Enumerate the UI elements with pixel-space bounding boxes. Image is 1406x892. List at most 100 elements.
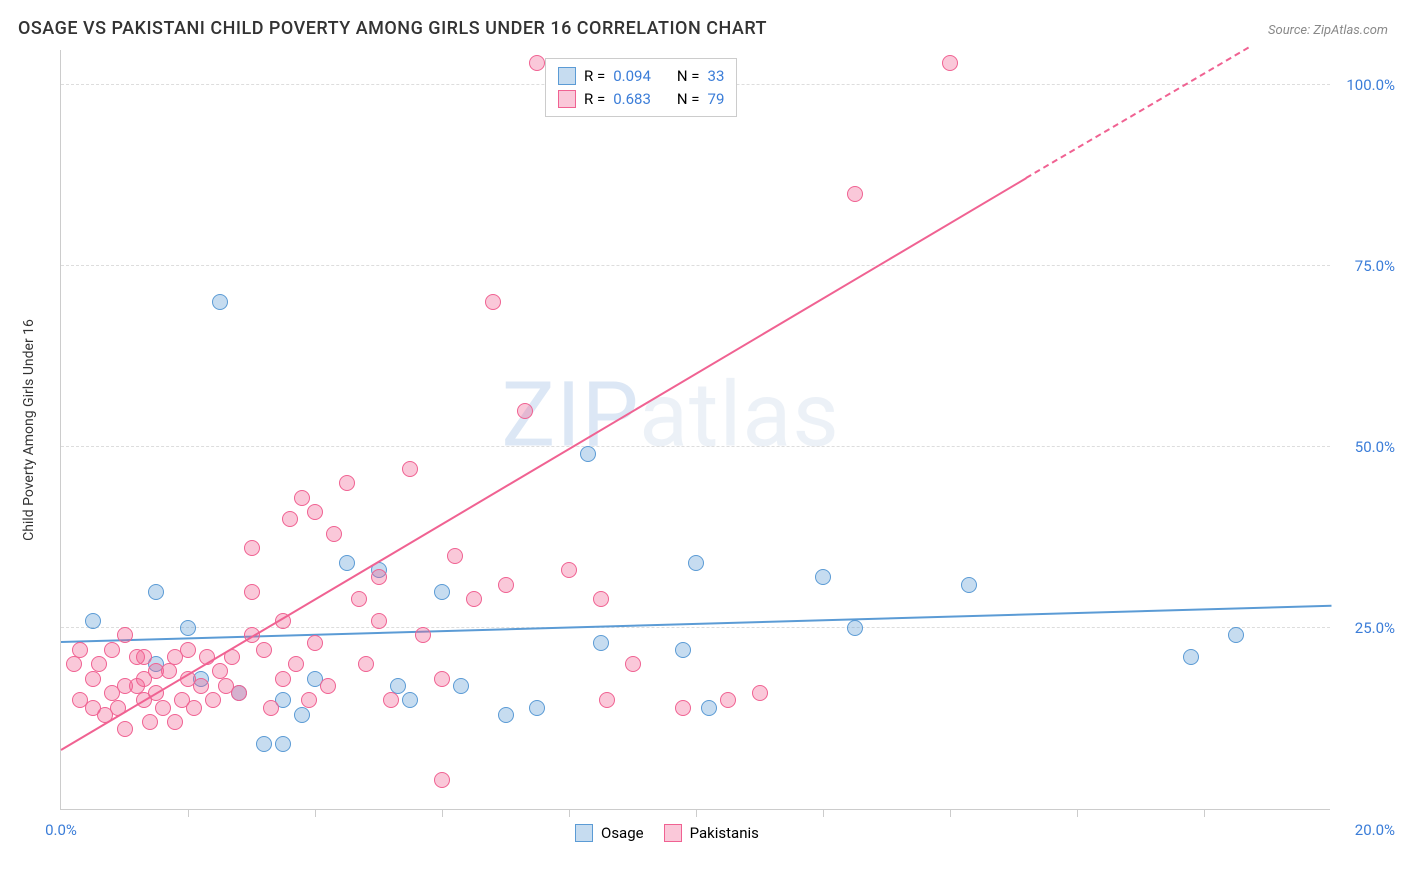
data-point	[415, 627, 431, 643]
data-point	[231, 685, 247, 701]
data-point	[161, 663, 177, 679]
data-point	[117, 721, 133, 737]
data-point	[498, 707, 514, 723]
legend-series-name: Pakistanis	[690, 822, 759, 845]
data-point	[447, 548, 463, 564]
legend-n-label: N =	[677, 88, 700, 111]
legend-r-label: R =	[584, 88, 605, 111]
data-point	[466, 591, 482, 607]
data-point	[517, 403, 533, 419]
data-point	[847, 620, 863, 636]
data-point	[136, 649, 152, 665]
x-tick	[442, 809, 443, 817]
data-point	[561, 562, 577, 578]
watermark: ZIPatlas	[501, 362, 839, 467]
x-tick	[315, 809, 316, 817]
data-point	[193, 678, 209, 694]
data-point	[625, 656, 641, 672]
data-point	[301, 692, 317, 708]
data-point	[942, 55, 958, 71]
data-point	[256, 642, 272, 658]
y-tick-label: 100.0%	[1346, 76, 1395, 94]
legend-r-value: 0.683	[613, 88, 651, 111]
data-point	[434, 772, 450, 788]
legend-r-value: 0.094	[613, 65, 651, 88]
data-point	[104, 642, 120, 658]
data-point	[180, 620, 196, 636]
data-point	[402, 692, 418, 708]
data-point	[402, 461, 418, 477]
y-axis-label: Child Poverty Among Girls Under 16	[21, 319, 37, 541]
data-point	[72, 642, 88, 658]
x-tick	[696, 809, 697, 817]
data-point	[1228, 627, 1244, 643]
data-point	[752, 685, 768, 701]
data-point	[453, 678, 469, 694]
data-point	[688, 555, 704, 571]
data-point	[186, 700, 202, 716]
data-point	[142, 714, 158, 730]
data-point	[434, 671, 450, 687]
x-tick	[188, 809, 189, 817]
data-point	[244, 584, 260, 600]
x-tick	[950, 809, 951, 817]
data-point	[117, 627, 133, 643]
x-tick	[569, 809, 570, 817]
legend-swatch	[558, 90, 576, 108]
data-point	[167, 714, 183, 730]
data-point	[155, 700, 171, 716]
data-point	[371, 569, 387, 585]
data-point	[307, 504, 323, 520]
data-point	[961, 577, 977, 593]
legend-n-value: 79	[708, 88, 725, 111]
data-point	[85, 613, 101, 629]
data-point	[148, 584, 164, 600]
data-point	[701, 700, 717, 716]
legend-swatch	[664, 824, 682, 842]
series-legend: Osage Pakistanis	[575, 822, 759, 845]
data-point	[85, 671, 101, 687]
data-point	[498, 577, 514, 593]
legend-row: R =0.094N =33	[558, 65, 724, 88]
data-point	[351, 591, 367, 607]
data-point	[593, 635, 609, 651]
legend-series: Osage	[575, 822, 644, 845]
data-point	[212, 294, 228, 310]
data-point	[485, 294, 501, 310]
data-point	[205, 692, 221, 708]
data-point	[275, 671, 291, 687]
data-point	[371, 613, 387, 629]
correlation-legend: R =0.094N =33R = 0.683 N = 79	[545, 58, 737, 117]
data-point	[294, 490, 310, 506]
y-tick-label: 75.0%	[1355, 257, 1395, 275]
data-point	[383, 692, 399, 708]
legend-row: R = 0.683 N = 79	[558, 88, 724, 111]
gridline-h	[61, 446, 1330, 447]
data-point	[434, 584, 450, 600]
data-point	[294, 707, 310, 723]
data-point	[307, 635, 323, 651]
data-point	[339, 475, 355, 491]
legend-n-value: 33	[708, 65, 725, 88]
data-point	[180, 642, 196, 658]
gridline-h	[61, 265, 1330, 266]
chart-title: OSAGE VS PAKISTANI CHILD POVERTY AMONG G…	[18, 18, 767, 39]
y-tick-label: 25.0%	[1355, 619, 1395, 637]
trend-line	[60, 177, 1026, 751]
x-tick	[1204, 809, 1205, 817]
data-point	[326, 526, 342, 542]
data-point	[1183, 649, 1199, 665]
x-min-label: 0.0%	[45, 821, 77, 839]
data-point	[91, 656, 107, 672]
data-point	[599, 692, 615, 708]
data-point	[847, 186, 863, 202]
source-label: Source: ZipAtlas.com	[1268, 23, 1388, 38]
data-point	[358, 656, 374, 672]
trend-line	[1026, 47, 1249, 179]
data-point	[263, 700, 279, 716]
legend-series-name: Osage	[601, 822, 644, 845]
data-point	[720, 692, 736, 708]
data-point	[275, 736, 291, 752]
data-point	[256, 736, 272, 752]
data-point	[529, 55, 545, 71]
